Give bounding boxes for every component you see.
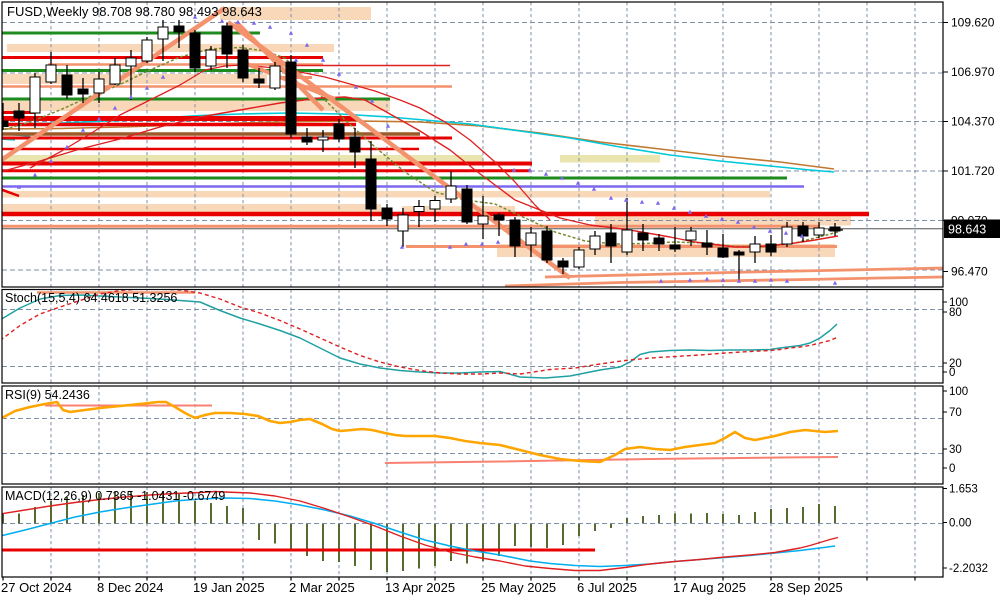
svg-text:100: 100 [949,297,968,309]
svg-text:6 Jul 2025: 6 Jul 2025 [577,580,637,595]
svg-text:MACD(12,26,9) 0.7365 -1.0431 -: MACD(12,26,9) 0.7365 -1.0431 -0.6749 [5,489,225,503]
svg-text:96.470: 96.470 [951,265,988,279]
svg-text:70: 70 [949,407,962,419]
svg-text:20: 20 [949,358,962,370]
svg-text:-2.2032: -2.2032 [949,563,988,575]
svg-text:104.370: 104.370 [951,115,995,129]
svg-text:FUSD,Weekly 98.708 98.780 98.: FUSD,Weekly 98.708 98.780 98.493 98.643 [7,4,262,19]
svg-text:98.643: 98.643 [948,223,986,237]
svg-text:Stoch(15,5,4) 64.4618 51.3256: Stoch(15,5,4) 64.4618 51.3256 [5,291,177,305]
svg-text:13 Apr 2025: 13 Apr 2025 [385,580,455,595]
svg-text:RSI(9) 54.2436: RSI(9) 54.2436 [5,388,90,402]
svg-text:0: 0 [949,367,955,379]
svg-text:25 May 2025: 25 May 2025 [481,580,556,595]
svg-text:27 Oct 2024: 27 Oct 2024 [1,580,72,595]
svg-text:100: 100 [949,386,968,398]
svg-text:28 Sep 2025: 28 Sep 2025 [769,580,843,595]
svg-text:0: 0 [949,463,955,475]
svg-text:109.620: 109.620 [951,16,995,30]
svg-text:1.653: 1.653 [949,484,978,496]
svg-text:17 Aug 2025: 17 Aug 2025 [673,580,746,595]
svg-text:0.00: 0.00 [949,518,971,530]
svg-text:30: 30 [949,444,962,456]
svg-text:101.720: 101.720 [951,164,995,178]
svg-text:106.970: 106.970 [951,65,995,79]
svg-text:19 Jan 2025: 19 Jan 2025 [193,580,265,595]
svg-text:80: 80 [949,307,962,319]
svg-text:2 Mar 2025: 2 Mar 2025 [289,580,355,595]
svg-text:8 Dec 2024: 8 Dec 2024 [97,580,164,595]
